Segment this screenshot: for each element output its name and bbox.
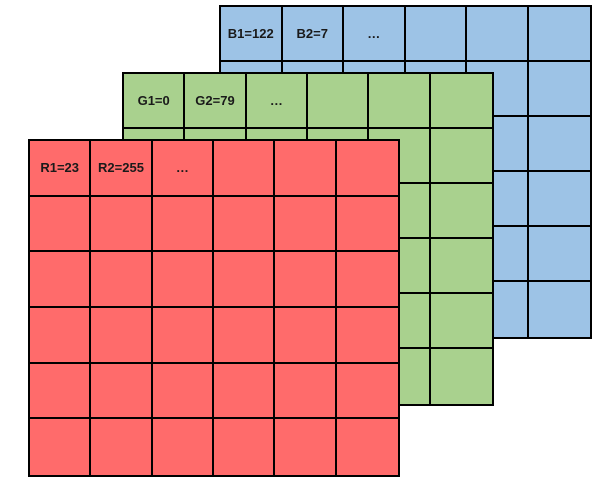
red-pixel-cell — [153, 419, 214, 475]
green-pixel-cell — [430, 294, 492, 349]
red-pixel-cell — [91, 196, 153, 253]
red-pixel-cell — [275, 196, 337, 253]
blue-pixel-cell — [467, 62, 529, 117]
red-pixel-cell — [91, 308, 153, 364]
red-pixel-cell — [337, 419, 398, 475]
green-pixel-cell — [369, 349, 431, 404]
green-pixel-cell — [430, 129, 492, 184]
blue-pixel-cell — [528, 117, 590, 172]
red-pixel-cell — [91, 419, 153, 475]
red-pixel-cell — [213, 141, 276, 197]
blue-pixel-cell — [467, 117, 529, 172]
red-pixel-cell — [30, 419, 92, 475]
red-pixel-cell — [30, 196, 92, 253]
red-pixel-label: R2=255 — [91, 141, 153, 197]
red-pixel-cell — [213, 252, 276, 308]
blue-pixel-cell — [528, 62, 590, 117]
blue-pixel-label: … — [344, 7, 406, 62]
red-pixel-cell — [213, 363, 276, 420]
green-pixel-label: G2=79 — [185, 74, 247, 129]
blue-pixel-cell — [528, 7, 590, 62]
red-pixel-cell — [275, 141, 337, 197]
green-pixel-cell — [307, 74, 370, 129]
green-pixel-cell — [431, 349, 492, 404]
red-pixel-cell — [213, 308, 276, 364]
red-pixel-label: R1=23 — [30, 141, 92, 197]
red-pixel-cell — [275, 252, 337, 308]
green-pixel-cell — [430, 184, 492, 239]
red-pixel-cell — [91, 252, 153, 308]
red-channel-grid: R1=23 R2=255… — [28, 139, 400, 477]
red-pixel-cell — [336, 252, 398, 308]
blue-pixel-cell — [405, 7, 467, 62]
red-pixel-cell — [213, 196, 276, 253]
red-pixel-cell — [336, 141, 398, 197]
red-pixel-cell — [30, 363, 92, 420]
red-pixel-cell — [336, 364, 398, 420]
green-pixel-cell — [430, 74, 492, 129]
blue-pixel-cell — [467, 282, 529, 337]
red-pixel-cell — [152, 308, 214, 364]
green-pixel-label: G1=0 — [124, 74, 186, 129]
blue-pixel-cell — [528, 172, 590, 227]
red-pixel-cell — [152, 252, 214, 308]
blue-pixel-label: B2=7 — [282, 7, 344, 62]
blue-pixel-cell — [467, 172, 529, 227]
red-pixel-cell — [275, 363, 337, 420]
green-pixel-cell — [369, 74, 431, 129]
green-pixel-label: … — [246, 74, 308, 129]
blue-pixel-cell — [528, 227, 590, 282]
red-pixel-cell — [30, 252, 92, 308]
red-pixel-label: … — [152, 141, 214, 197]
red-pixel-cell — [275, 308, 337, 364]
blue-pixel-cell — [467, 227, 529, 282]
red-pixel-cell — [30, 308, 92, 364]
red-pixel-cell — [336, 197, 398, 253]
blue-pixel-label: B1=122 — [221, 7, 283, 62]
red-pixel-cell — [275, 419, 337, 475]
red-pixel-cell — [214, 419, 276, 475]
red-pixel-cell — [336, 308, 398, 364]
blue-pixel-cell — [467, 7, 529, 62]
green-pixel-cell — [430, 239, 492, 294]
red-pixel-cell — [91, 363, 153, 420]
red-pixel-cell — [152, 363, 214, 420]
blue-pixel-cell — [529, 282, 591, 337]
red-pixel-cell — [152, 196, 214, 253]
